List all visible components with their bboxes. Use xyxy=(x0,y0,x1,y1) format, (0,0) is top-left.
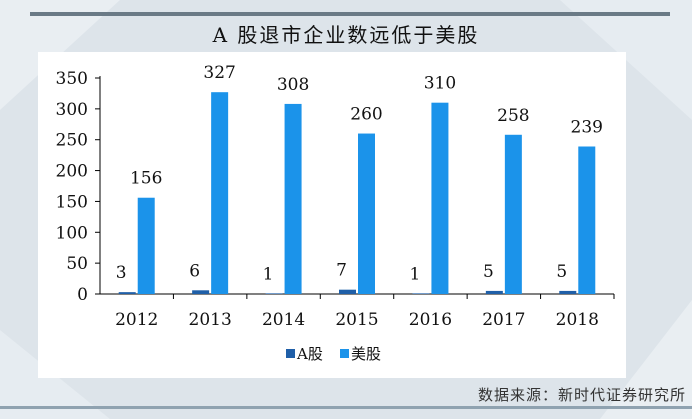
bar-a-share xyxy=(559,290,577,294)
x-tick-label: 2012 xyxy=(115,310,158,330)
data-label-us-share: 310 xyxy=(424,74,456,94)
bar-us-share xyxy=(284,103,302,294)
bar-a-share xyxy=(412,293,430,294)
title-rule xyxy=(30,12,670,16)
y-tick-label: 350 xyxy=(56,69,88,89)
bar-us-share xyxy=(358,133,375,294)
bar-us-share xyxy=(578,146,596,294)
legend-label-a-share: A股 xyxy=(296,345,323,363)
x-tick-label: 2017 xyxy=(482,310,525,330)
data-label-a-share: 3 xyxy=(116,263,127,283)
x-tick-label: 2018 xyxy=(556,310,599,330)
bar-a-share xyxy=(265,293,283,294)
bar-us-share xyxy=(504,134,522,294)
data-label-us-share: 239 xyxy=(571,118,603,138)
y-tick-label: 150 xyxy=(56,192,88,212)
data-label-a-share: 1 xyxy=(263,264,274,284)
data-label-a-share: 1 xyxy=(410,264,421,284)
y-tick-label: 200 xyxy=(56,162,88,182)
x-tick-label: 2016 xyxy=(409,310,452,330)
x-tick-label: 2015 xyxy=(335,310,378,330)
bar-a-share xyxy=(339,289,356,294)
y-tick-label: 100 xyxy=(56,223,88,243)
data-label-a-share: 5 xyxy=(483,262,494,282)
data-label-a-share: 6 xyxy=(189,261,200,281)
y-tick-label: 50 xyxy=(66,254,88,274)
x-tick-label: 2013 xyxy=(189,310,232,330)
data-label-us-share: 156 xyxy=(130,169,162,189)
plot-panel xyxy=(38,52,626,378)
bar-a-share xyxy=(192,290,210,294)
bar-a-share xyxy=(118,292,136,294)
bar-us-share xyxy=(431,102,449,294)
bar-a-share xyxy=(485,290,503,294)
source-note: 数据来源：新时代证券研究所 xyxy=(477,386,686,404)
data-label-us-share: 308 xyxy=(277,75,309,95)
chart-title: A 股退市企业数远低于美股 xyxy=(212,23,480,47)
legend-swatch-a-share xyxy=(286,349,295,358)
y-tick-label: 250 xyxy=(56,131,88,151)
data-label-us-share: 327 xyxy=(203,63,235,83)
footer-rule xyxy=(0,406,692,409)
legend-swatch-us-share xyxy=(340,349,349,358)
data-label-us-share: 260 xyxy=(350,105,382,125)
bar-us-share xyxy=(211,92,229,295)
data-label-a-share: 5 xyxy=(556,262,567,282)
y-tick-label: 300 xyxy=(56,100,88,120)
x-tick-label: 2014 xyxy=(262,310,305,330)
legend-label-us-share: 美股 xyxy=(351,345,381,363)
data-label-us-share: 258 xyxy=(497,106,529,126)
y-tick-label: 0 xyxy=(77,285,88,305)
data-label-a-share: 7 xyxy=(336,261,347,281)
bar-us-share xyxy=(137,197,155,294)
